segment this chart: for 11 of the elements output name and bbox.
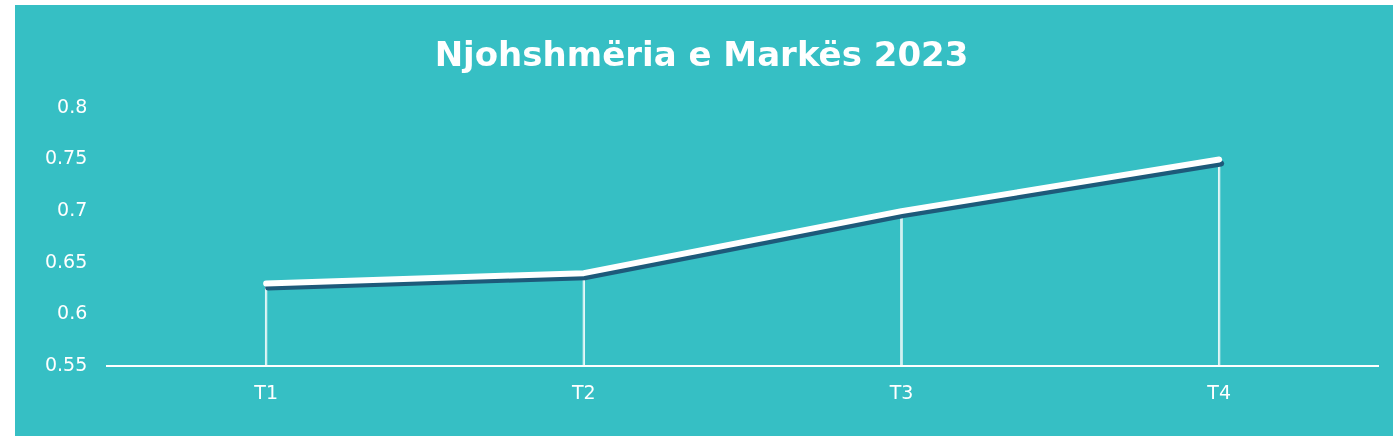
y-tick-label: 0.65 [44,249,88,272]
y-tick-label: 0.8 [57,94,88,117]
x-tick-label: T1 [253,380,278,403]
x-tick-label: T2 [570,380,596,403]
chart-title: Njohshmëria e Markës 2023 [434,34,969,75]
y-tick-label: 0.7 [57,198,88,221]
y-tick-label: 0.6 [57,301,88,324]
y-tick-label: 0.55 [44,353,88,376]
x-tick-label: T4 [1206,380,1232,403]
x-tick-label: T3 [888,380,914,403]
y-tick-label: 0.75 [44,146,88,169]
